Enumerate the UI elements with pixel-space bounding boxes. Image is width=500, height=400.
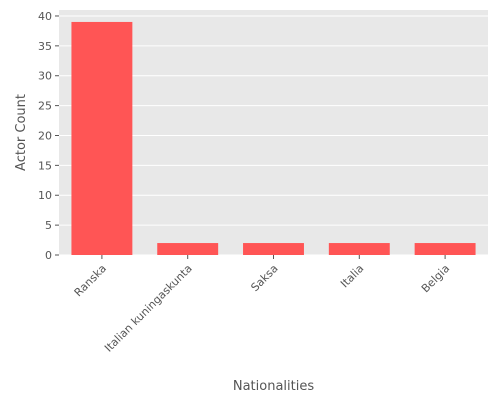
- y-tick-label: 20: [38, 129, 52, 142]
- bar: [414, 243, 476, 255]
- bars: [71, 21, 476, 256]
- y-tick-label: 35: [38, 40, 52, 53]
- x-tick-label: Italian kuningaskunta: [102, 262, 195, 355]
- bar: [243, 243, 304, 255]
- y-tick-label: 0: [45, 249, 52, 262]
- y-tick-label: 30: [38, 70, 52, 83]
- y-tick-label: 5: [45, 219, 52, 232]
- y-tick-label: 15: [38, 159, 52, 172]
- x-tick-label: Saksa: [248, 262, 280, 294]
- x-tick-label: Ranska: [72, 262, 109, 299]
- bar: [157, 243, 219, 255]
- y-tick-label: 40: [38, 10, 52, 23]
- y-axis-title: Actor Count: [14, 94, 29, 171]
- x-tick-label: Belgia: [419, 262, 452, 295]
- bar: [328, 243, 390, 255]
- bar: [71, 21, 133, 256]
- x-tick-label: Italia: [338, 262, 366, 290]
- y-axis-ticks: 0 5 10 15 20 25 30 35 40: [38, 10, 59, 262]
- x-axis-title: Nationalities: [233, 379, 314, 394]
- y-tick-label: 25: [38, 100, 52, 113]
- y-tick-label: 10: [38, 189, 52, 202]
